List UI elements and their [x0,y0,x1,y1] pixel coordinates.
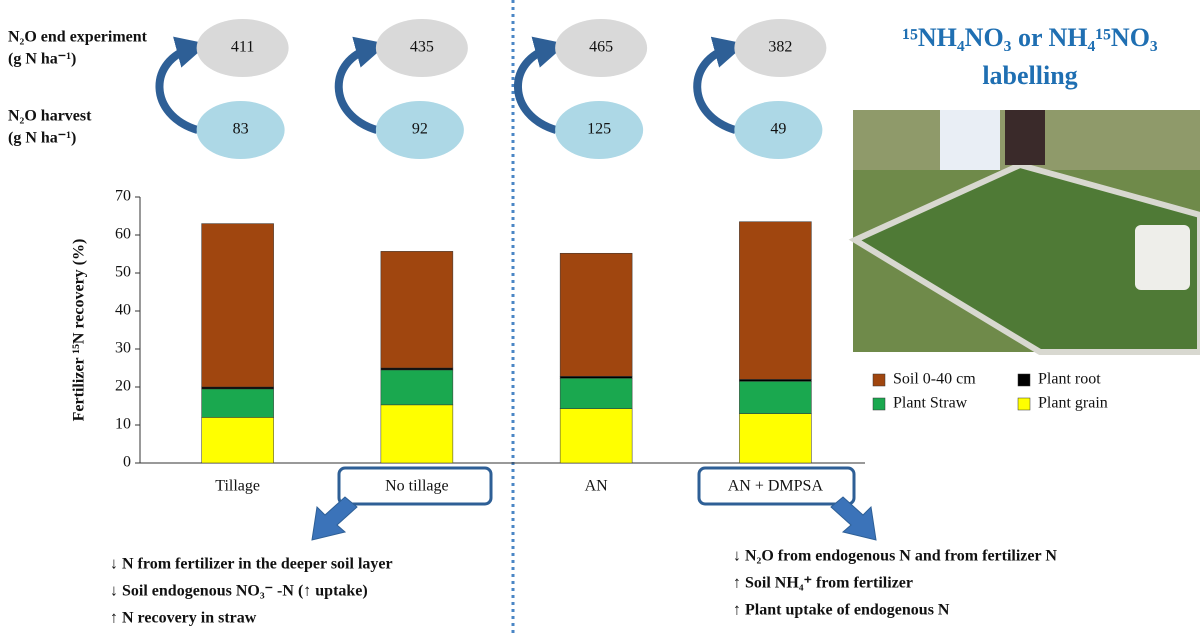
n2o-end-value: 382 [768,39,792,56]
bar-segment [380,369,454,406]
n2o-end-bubble [375,19,468,77]
legend-label: Soil 0-40 cm [893,371,976,388]
n2o-end-label: (g N ha⁻¹) [8,51,76,68]
highlight-box [697,466,856,506]
legend-label: Plant Straw [893,395,968,412]
bar-segment [559,378,633,409]
arrow [830,496,877,541]
y-axis-label: Fertilizer ¹⁵N recovery (%) [71,239,88,422]
field-photo [848,110,1200,355]
n2o-end-bubble [196,19,289,77]
legend-label: Plant root [1038,371,1101,388]
bar-segment [739,381,812,414]
legend-label: Plant grain [1038,395,1108,412]
arrow [311,496,358,541]
bar-segment [380,404,454,464]
x-tick-label: AN + DMPSA [728,478,824,495]
n2o-harvest-bubble [555,101,644,159]
n2o-end-value: 435 [410,39,434,56]
n2o-end-bubble [734,19,827,77]
bar-segment [739,221,812,380]
y-tick-label: 50 [115,264,131,281]
effect-text: ↑ Plant uptake of endogenous N [733,602,950,619]
legend-swatch [872,373,886,387]
effect-text: ↑ N recovery in straw [110,610,257,627]
n2o-harvest-label: N₂O harvest [8,108,92,125]
bar-segment [380,251,454,369]
bar-segment [201,386,274,390]
legend-swatch [1017,373,1031,387]
n2o-harvest-bubble [375,101,464,159]
bar-segment [201,223,274,388]
legend-swatch [1017,397,1031,411]
y-tick-label: 10 [115,416,131,433]
bar-segment [201,417,274,464]
curved-arrow [334,36,388,134]
n2o-end-bubble [555,19,648,77]
y-tick-label: 30 [115,340,131,357]
y-tick-label: 20 [115,378,131,395]
effect-text: ↑ Soil NH₄⁺ from fertilizer [733,575,913,592]
bar-segment [559,408,633,464]
n2o-harvest-bubble [196,101,285,159]
bar-segment [559,376,633,379]
curved-arrow [693,36,746,134]
highlight-box [337,466,493,506]
labelling-title: labelling [982,61,1077,90]
n2o-harvest-value: 92 [412,121,428,138]
n2o-harvest-value: 49 [770,121,786,138]
n2o-end-value: 465 [589,39,613,56]
y-tick-label: 40 [115,302,131,319]
n2o-end-value: 411 [231,39,254,56]
curved-arrow [155,36,209,134]
y-tick-label: 70 [115,188,131,205]
effect-text: ↓ N from fertilizer in the deeper soil l… [110,556,393,573]
x-tick-label: No tillage [385,478,449,495]
bar-segment [559,252,633,377]
bar-segment [739,413,812,464]
n2o-harvest-value: 83 [233,121,249,138]
n2o-end-label: N₂O end experiment [8,29,148,46]
bar-segment [201,388,274,418]
y-tick-label: 60 [115,226,131,243]
x-tick-label: Tillage [215,478,260,495]
n2o-harvest-label: (g N ha⁻¹) [8,130,76,147]
n2o-harvest-bubble [734,101,823,159]
labelling-title: ¹⁵NH₄NO₃ or NH₄¹⁵NO₃ [902,23,1158,52]
y-tick-label: 0 [123,454,131,471]
effect-text: ↓ N₂O from endogenous N and from fertili… [733,548,1057,565]
bar-segment [380,367,454,371]
x-tick-label: AN [585,478,609,495]
n2o-harvest-value: 125 [587,121,611,138]
legend-swatch [872,397,886,411]
curved-arrow [514,36,567,134]
bar-segment [739,379,812,382]
effect-text: ↓ Soil endogenous NO₃⁻ -N (↑ uptake) [110,583,368,600]
